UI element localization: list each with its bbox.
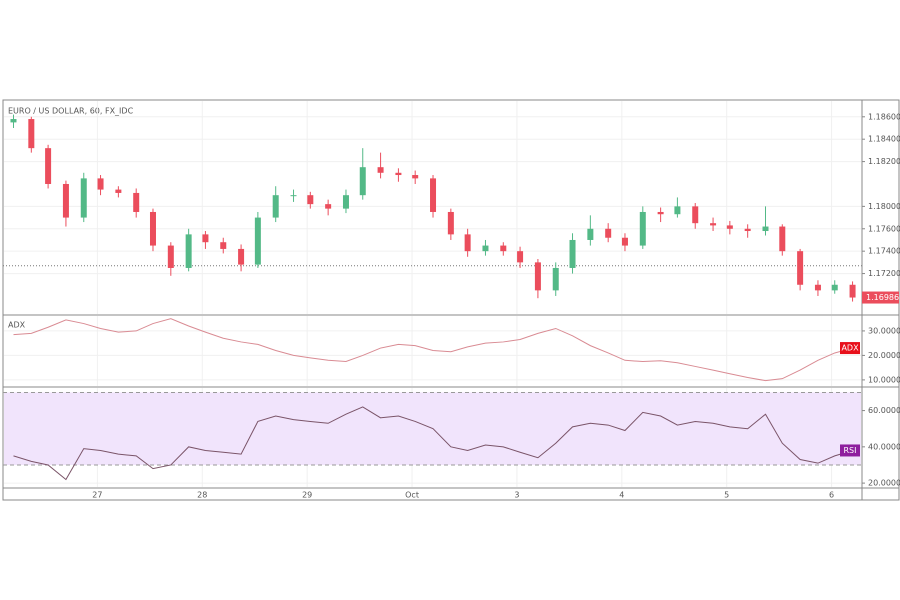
chart-title: EURO / US DOLLAR, 60, FX_IDC — [8, 107, 134, 116]
x-tick-label: 4 — [619, 491, 624, 500]
y-tick-label: 10.0000 — [868, 375, 900, 384]
candle-body — [587, 228, 594, 240]
candle-body — [342, 195, 349, 209]
candle-body — [447, 211, 454, 235]
candle-body — [500, 245, 507, 252]
indicator-badge — [840, 342, 860, 355]
candle-body — [674, 206, 681, 215]
candle-body — [569, 239, 576, 268]
candle-body — [762, 226, 769, 232]
candle-body — [80, 178, 87, 218]
candle-body — [692, 206, 699, 224]
candle-body — [359, 167, 366, 196]
candle-body — [744, 228, 751, 232]
candle-body — [62, 183, 69, 218]
y-tick-label: 20.0000 — [868, 351, 900, 360]
candle-body — [430, 178, 437, 212]
indicator-badge-label: RSI — [844, 446, 857, 455]
x-tick-label: 29 — [302, 491, 312, 500]
candle-body — [726, 225, 733, 229]
candle-body — [552, 267, 559, 291]
candle-body — [534, 262, 541, 291]
candle-body — [412, 175, 419, 179]
y-tick-label: 1.17400 — [868, 247, 900, 256]
y-tick-label: 1.17200 — [868, 269, 900, 278]
x-tick-label: 27 — [92, 491, 102, 500]
candle-body — [97, 178, 104, 190]
x-tick-label: 5 — [724, 491, 729, 500]
x-tick-label: 6 — [829, 491, 834, 500]
y-tick-label: 1.18200 — [868, 157, 900, 166]
candle-body — [395, 172, 402, 176]
candle-body — [272, 195, 279, 218]
candle-body — [621, 237, 628, 246]
y-tick-label: 20.0000 — [868, 479, 900, 488]
candle-body — [657, 211, 664, 215]
y-tick-label: 30.0000 — [868, 326, 900, 335]
candle-body — [10, 119, 17, 123]
price-badge-label: 1.16986 — [866, 293, 899, 302]
y-tick-label: 1.18400 — [868, 135, 900, 144]
candle-body — [605, 228, 612, 238]
indicator-badge-label: ADX — [841, 344, 859, 353]
x-tick-label: 3 — [514, 491, 519, 500]
pane-label: ADX — [8, 321, 26, 330]
y-tick-label: 1.18000 — [868, 202, 900, 211]
candle-body — [849, 284, 856, 298]
candle-body — [290, 195, 297, 197]
candle-body — [377, 167, 384, 173]
indicator-line — [13, 406, 853, 481]
candle-body — [464, 234, 471, 252]
candle-body — [149, 211, 156, 246]
candle-body — [639, 211, 646, 246]
candle-body — [307, 195, 314, 205]
candle-body — [185, 234, 192, 268]
candle-body — [45, 148, 52, 184]
candle-body — [133, 192, 140, 212]
y-tick-label: 1.18600 — [868, 112, 900, 121]
x-tick-label: Oct — [405, 491, 419, 500]
price-badge — [862, 291, 899, 304]
candle-body — [238, 248, 245, 265]
candle-body — [482, 245, 489, 252]
x-tick-label: 28 — [197, 491, 207, 500]
candle-body — [797, 251, 804, 285]
indicator-line — [13, 318, 853, 382]
candle-body — [115, 189, 122, 193]
candle-body — [254, 217, 261, 265]
candle-body — [202, 234, 209, 243]
y-tick-label: 1.17600 — [868, 224, 900, 233]
candle-body — [710, 223, 717, 226]
candle-body — [517, 251, 524, 263]
indicator-badge — [840, 444, 860, 457]
candle-body — [814, 284, 821, 291]
candle-body — [28, 119, 35, 149]
y-tick-label: 60.0000 — [868, 406, 900, 415]
candle-body — [220, 242, 227, 249]
candle-body — [831, 284, 838, 291]
y-tick-label: 40.0000 — [868, 442, 900, 451]
candle-body — [325, 204, 332, 209]
candle-body — [779, 226, 786, 252]
candle-body — [167, 245, 174, 268]
